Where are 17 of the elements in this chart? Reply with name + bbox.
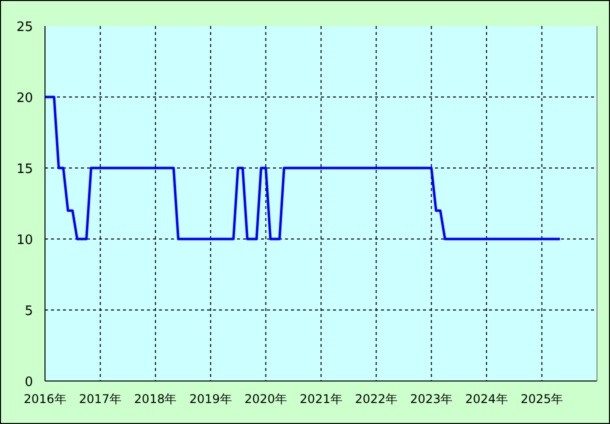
x-tick-label: 2017年 (79, 392, 122, 406)
x-tick-label: 2019年 (189, 392, 232, 406)
line-series (44, 96, 562, 240)
x-tick-label: 2018年 (134, 392, 177, 406)
x-tick-label: 2023年 (410, 392, 453, 406)
y-tick-label: 0 (24, 375, 33, 390)
y-tick-label: 25 (16, 20, 33, 35)
x-tick-label: 2022年 (354, 392, 398, 406)
y-tick-label: 15 (16, 162, 33, 177)
y-tick-label: 10 (16, 233, 33, 248)
y-tick-label: 20 (16, 91, 33, 106)
x-tick-label: 2016年 (24, 392, 66, 406)
y-tick-label: 5 (24, 304, 33, 319)
x-tick-label: 2021年 (300, 392, 342, 406)
x-tick-label: 2020年 (244, 392, 288, 406)
x-tick-label: 2025年 (520, 392, 564, 406)
x-tick-label: 2024年 (465, 392, 508, 406)
